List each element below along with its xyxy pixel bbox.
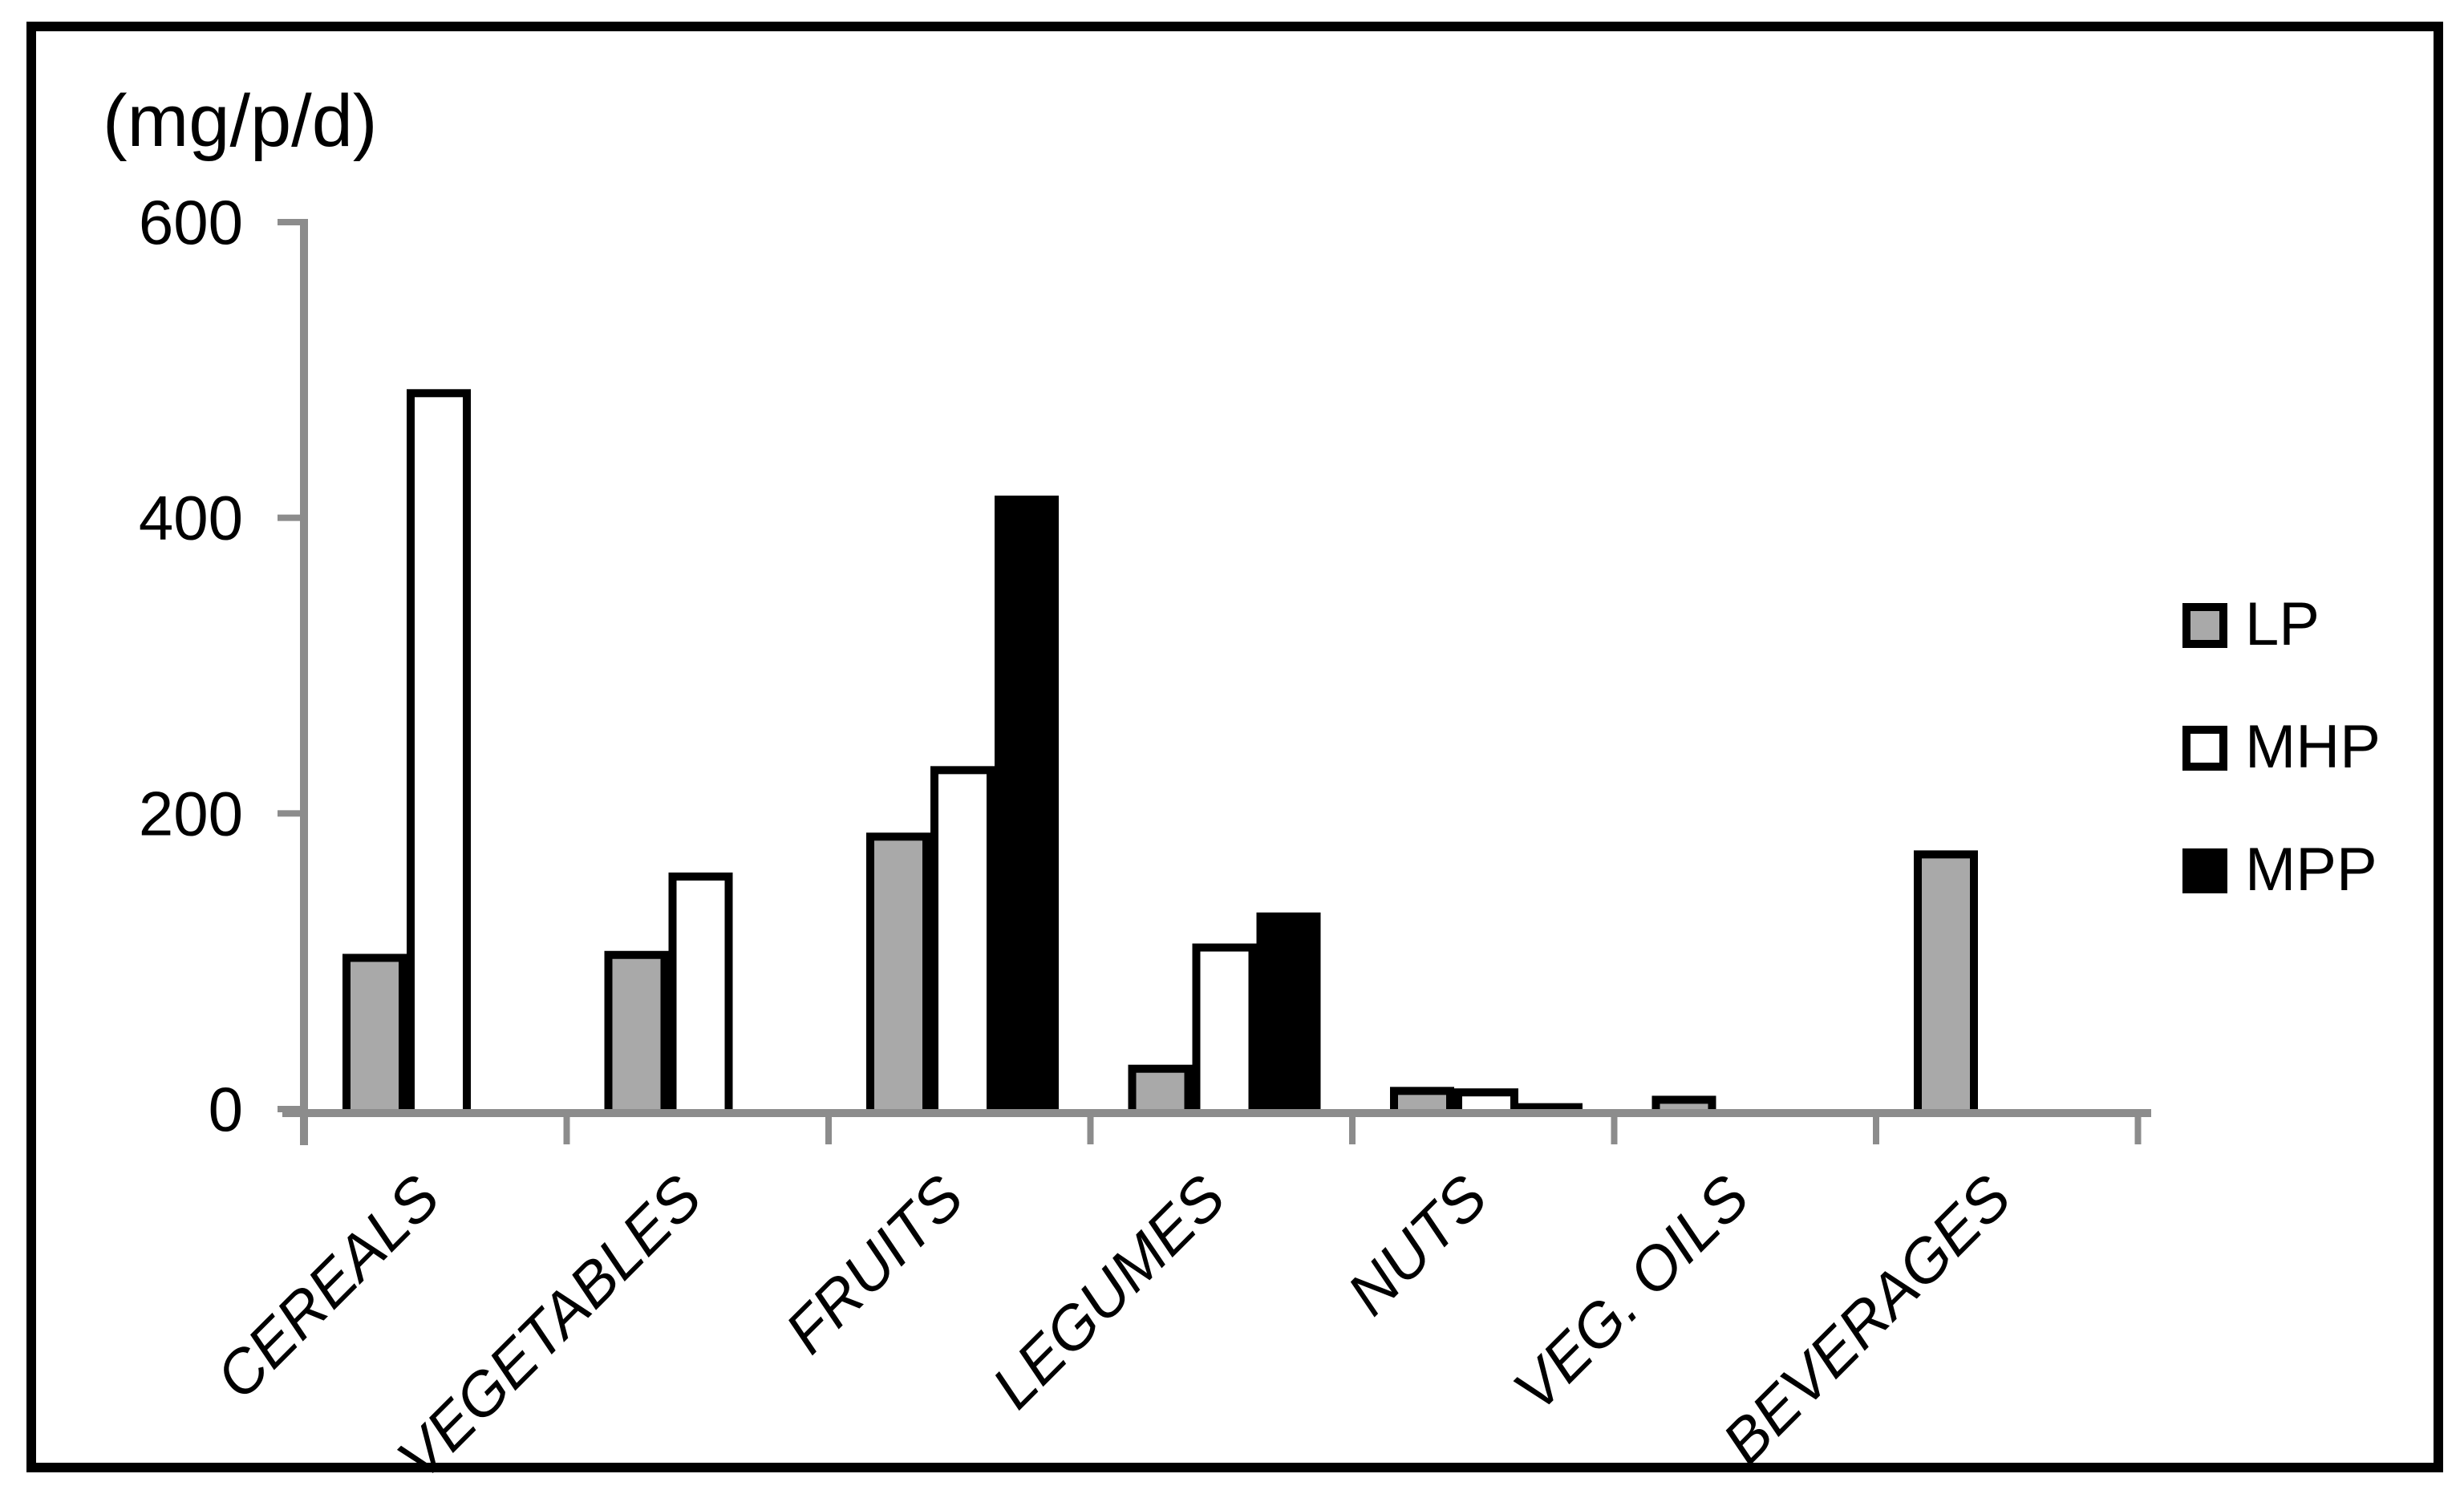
x-axis-label-fruits: FRUITS xyxy=(772,1163,976,1366)
legend-swatch-mpp xyxy=(2182,848,2227,893)
y-tick-0 xyxy=(278,1106,300,1112)
y-tick-600 xyxy=(278,219,300,225)
x-tick-1 xyxy=(563,1117,570,1144)
x-tick-3 xyxy=(1087,1117,1094,1144)
x-axis-line xyxy=(282,1109,2151,1117)
x-tick-0 xyxy=(302,1117,308,1144)
y-axis-tick-labels: 0 200 400 600 xyxy=(139,187,243,1144)
bar-fruits-mhp xyxy=(930,766,995,1117)
x-axis-label-veg-oils: VEG. OILS xyxy=(1501,1163,1762,1424)
x-tick-2 xyxy=(825,1117,832,1144)
bar-fruits-lp xyxy=(866,832,930,1117)
chart-frame xyxy=(26,22,2443,1472)
legend-swatch-lp xyxy=(2182,603,2227,648)
y-tick-200 xyxy=(278,810,300,817)
y-tick-label-400: 400 xyxy=(139,483,243,553)
bar-beverages-lp xyxy=(1914,850,1978,1117)
bar-fruits-mpp xyxy=(995,496,1059,1117)
legend: LP MHP MPP xyxy=(2182,590,2381,904)
x-axis-label-legumes: LEGUMES xyxy=(979,1163,1238,1422)
bar-vegetables-mhp xyxy=(668,873,733,1117)
y-axis-unit-label: (mg/p/d) xyxy=(103,80,378,162)
y-tick-400 xyxy=(278,514,300,521)
legend-label-mpp: MPP xyxy=(2245,836,2377,904)
legend-item-mpp: MPP xyxy=(2182,836,2377,904)
x-tick-4 xyxy=(1349,1117,1356,1144)
legend-swatch-mhp xyxy=(2182,726,2227,771)
bar-legumes-mpp xyxy=(1256,912,1321,1117)
y-tick-label-0: 0 xyxy=(209,1074,243,1144)
x-axis-label-cereals: CEREALS xyxy=(203,1163,452,1412)
x-tick-7 xyxy=(2134,1117,2142,1144)
legend-label-lp: LP xyxy=(2245,590,2320,658)
bars xyxy=(342,389,1978,1118)
bar-cereals-lp xyxy=(342,953,407,1117)
x-tick-5 xyxy=(1611,1117,1618,1144)
bar-cereals-mhp xyxy=(407,389,471,1117)
legend-item-mhp: MHP xyxy=(2182,713,2381,781)
x-axis-label-nuts: NUTS xyxy=(1335,1163,1500,1328)
legend-label-mhp: MHP xyxy=(2245,713,2381,781)
axes xyxy=(278,219,2151,1145)
legend-item-lp: LP xyxy=(2182,590,2320,658)
y-tick-label-200: 200 xyxy=(139,778,243,848)
y-tick-label-600: 600 xyxy=(139,187,243,257)
bar-vegetables-lp xyxy=(604,950,669,1117)
y-axis-line xyxy=(300,219,308,1145)
bar-legumes-lp xyxy=(1128,1064,1193,1117)
bar-legumes-mhp xyxy=(1192,943,1257,1117)
x-tick-6 xyxy=(1873,1117,1879,1144)
